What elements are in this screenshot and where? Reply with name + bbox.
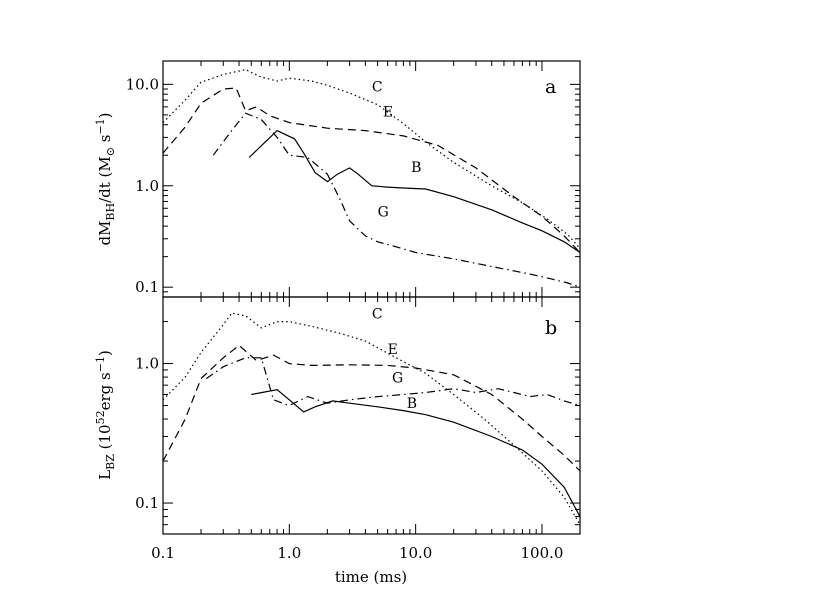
y-tick-label: 0.1	[135, 494, 159, 512]
panel-a-y-ticks: 0.1 1.0 10.0	[126, 75, 580, 298]
series-label-G: G	[378, 204, 389, 220]
panel-a-letter: a	[545, 76, 556, 98]
panel-b-series	[162, 312, 581, 525]
panel-b-frame	[162, 296, 581, 535]
panel-b: 0.1 1.0 0.1 1.0 10.0 100.0 C EGB b LBZ (1052e…	[94, 296, 581, 586]
y-tick-label: 1.0	[135, 177, 159, 195]
y-tick-label: 1.0	[135, 355, 159, 373]
series-line-G	[212, 112, 581, 288]
series-line-E	[162, 87, 581, 253]
x-tick-label: 100.0	[520, 544, 563, 562]
panel-b-y-ticks: 0.1 1.0	[135, 296, 580, 535]
series-label-B: B	[407, 396, 417, 412]
y-tick-label: 0.1	[135, 278, 159, 296]
x-tick-label: 1.0	[277, 544, 301, 562]
series-label-E: E	[388, 342, 398, 358]
panel-a-y-axis-title: dMBH/dt (M⊙ s−1)	[94, 112, 117, 245]
panel-a-x-ticks	[162, 61, 581, 297]
series-line-B	[248, 129, 581, 253]
panel-a: 0.1 1.0 10.0 CE B G a dMBH/dt (M⊙ s−1)	[94, 60, 581, 298]
series-line-B	[251, 389, 581, 517]
series-label-E: E	[383, 105, 393, 121]
series-label-C: C	[372, 80, 383, 96]
series-line-E	[162, 344, 581, 472]
panel-b-letter: b	[545, 317, 557, 339]
series-label-G: G	[392, 371, 403, 387]
series-line-C	[162, 68, 581, 249]
panel-b-x-ticks: 0.1 1.0 10.0 100.0	[151, 297, 581, 562]
y-tick-label: 10.0	[126, 75, 159, 93]
series-line-C	[162, 312, 581, 525]
panel-a-frame	[162, 60, 581, 298]
x-tick-label: 0.1	[151, 544, 175, 562]
panel-a-series	[162, 68, 581, 288]
x-tick-label: 10.0	[399, 544, 432, 562]
series-label-B: B	[411, 160, 421, 176]
panel-a-curve-labels: CE B G	[372, 80, 422, 221]
x-axis-title: time (ms)	[335, 568, 407, 586]
series-label-C: C	[372, 307, 383, 323]
panel-b-curve-labels: C EGB	[372, 307, 417, 412]
panel-b-y-axis-title: LBZ (1052erg s−1)	[94, 350, 117, 480]
